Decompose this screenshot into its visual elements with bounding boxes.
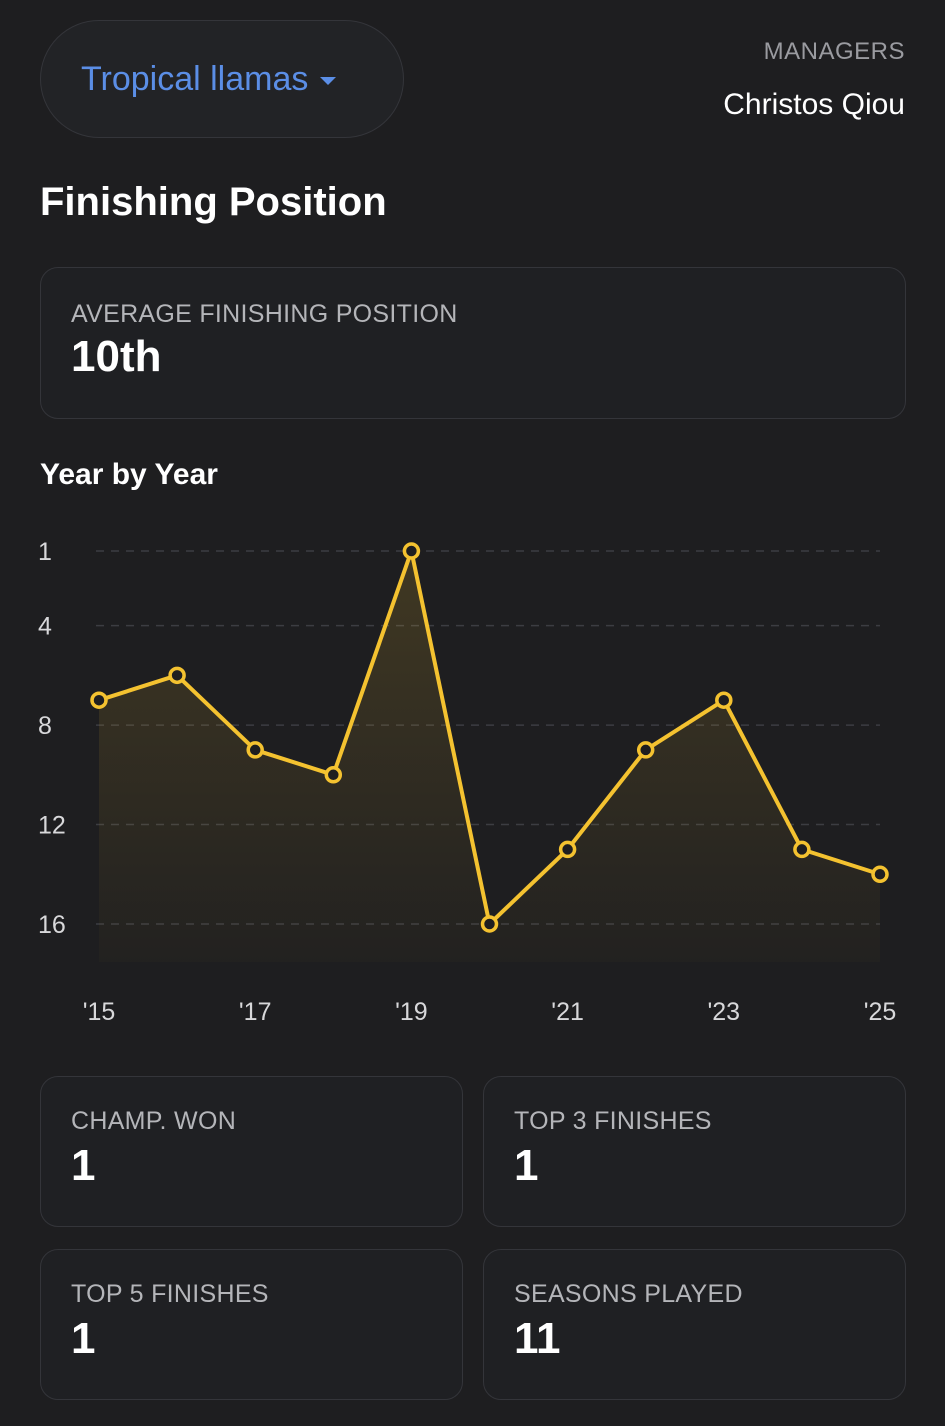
average-position-label: AVERAGE FINISHING POSITION — [71, 300, 458, 328]
stat-value: 11 — [514, 1314, 561, 1363]
stat-label: CHAMP. WON — [71, 1107, 237, 1135]
y-tick-label: 1 — [38, 538, 52, 566]
x-tick-label: '19 — [395, 998, 428, 1026]
managers-block: MANAGERS Christos Qiou — [723, 38, 905, 122]
section-title: Finishing Position — [40, 180, 387, 224]
manager-name: Christos Qiou — [723, 88, 905, 121]
managers-label: MANAGERS — [763, 38, 905, 65]
x-tick-label: '25 — [864, 998, 897, 1026]
stat-label: TOP 3 FINISHES — [514, 1107, 712, 1135]
stat-label: TOP 5 FINISHES — [71, 1280, 269, 1308]
average-position-value: 10th — [71, 332, 162, 381]
data-point — [871, 865, 889, 884]
x-tick-label: '15 — [83, 998, 116, 1026]
y-tick-label: 12 — [38, 812, 66, 840]
finishing-position-chart: 1 4 8 12 16 '15 '17 '19 '21 '23 '25 — [38, 538, 897, 1026]
x-tick-label: '17 — [239, 998, 272, 1026]
data-point — [793, 840, 811, 859]
stat-label: SEASONS PLAYED — [514, 1280, 743, 1308]
x-tick-label: '21 — [551, 998, 584, 1026]
stat-card-top5: TOP 5 FINISHES 1 — [40, 1249, 463, 1400]
data-point — [480, 915, 499, 933]
data-point — [715, 691, 733, 709]
data-point — [246, 741, 264, 759]
stat-value: 1 — [71, 1314, 96, 1363]
year-by-year-title: Year by Year — [40, 458, 218, 491]
data-point — [558, 840, 577, 859]
x-tick-label: '23 — [708, 998, 741, 1026]
average-position-card: AVERAGE FINISHING POSITION 10th — [40, 267, 906, 419]
team-name[interactable]: Tropical llamas — [81, 59, 309, 98]
caret-down-icon[interactable] — [320, 77, 337, 85]
data-point — [324, 766, 343, 784]
data-point — [636, 741, 655, 759]
stat-card-seasons: SEASONS PLAYED 11 — [483, 1249, 906, 1400]
stat-value: 1 — [71, 1141, 96, 1190]
series-area — [99, 551, 880, 962]
team-selector[interactable]: Tropical llamas — [40, 20, 404, 138]
y-tick-label: 8 — [38, 712, 52, 740]
stat-value: 1 — [514, 1141, 539, 1190]
y-tick-label: 4 — [38, 613, 52, 641]
y-tick-label: 16 — [38, 911, 66, 939]
data-point — [402, 542, 421, 560]
stat-card-top3: TOP 3 FINISHES 1 — [483, 1076, 906, 1227]
data-point — [90, 691, 108, 709]
stat-card-champ-won: CHAMP. WON 1 — [40, 1076, 463, 1227]
data-point — [168, 666, 186, 685]
